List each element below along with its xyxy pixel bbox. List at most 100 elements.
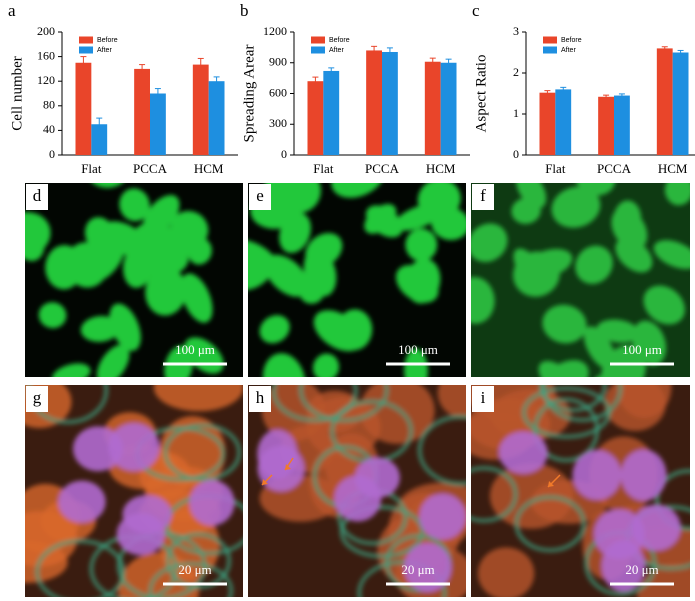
x-tick-label: Flat xyxy=(313,161,334,176)
cell xyxy=(187,237,212,265)
bar xyxy=(539,92,556,155)
scale-bar-label: 20 μm xyxy=(178,562,211,577)
scale-bar-label: 100 μm xyxy=(175,342,215,357)
nucleus xyxy=(620,449,667,501)
membrane xyxy=(298,385,389,423)
x-tick-label: PCCA xyxy=(365,161,400,176)
scale-bar-label: 20 μm xyxy=(625,562,658,577)
y-tick-label: 900 xyxy=(269,55,287,69)
cell xyxy=(471,223,508,263)
micrograph xyxy=(471,183,690,377)
bar xyxy=(440,62,457,155)
cells xyxy=(257,385,466,597)
cell xyxy=(653,240,690,269)
legend-label: Before xyxy=(329,37,350,44)
cell xyxy=(516,183,547,209)
x-tick-label: PCCA xyxy=(597,161,632,176)
y-tick-label: 40 xyxy=(43,122,55,136)
nucleus xyxy=(404,542,452,593)
cell xyxy=(96,344,130,377)
membrane xyxy=(271,385,358,423)
nucleus xyxy=(73,426,123,472)
cytoplasm xyxy=(477,547,535,597)
x-tick-label: PCCA xyxy=(133,161,168,176)
cell xyxy=(262,353,306,377)
legend-swatch xyxy=(79,46,93,54)
panel-label: i xyxy=(481,388,486,407)
cell xyxy=(664,183,690,206)
cell xyxy=(312,353,340,377)
membrane xyxy=(357,560,447,597)
y-tick-label: 120 xyxy=(37,73,55,87)
cell xyxy=(164,345,193,377)
cells xyxy=(25,183,224,377)
cytoplasm xyxy=(359,385,435,444)
legend-swatch xyxy=(79,36,93,44)
cell xyxy=(142,194,180,236)
cytoplasm xyxy=(153,385,243,412)
cell xyxy=(259,315,290,344)
legend-swatch xyxy=(311,36,325,44)
cell xyxy=(45,245,84,290)
bar xyxy=(91,124,108,155)
nucleus xyxy=(601,540,646,592)
micrograph xyxy=(471,385,690,597)
cell xyxy=(471,276,495,324)
panel-label: e xyxy=(256,186,264,205)
bar xyxy=(192,64,209,155)
bar xyxy=(307,81,324,155)
micrograph xyxy=(248,183,466,377)
y-tick-label: 200 xyxy=(37,24,55,38)
membrane xyxy=(417,414,466,486)
cell xyxy=(551,186,601,228)
nucleus xyxy=(189,479,235,526)
arrow-head xyxy=(285,464,291,470)
cell xyxy=(613,200,642,239)
bar xyxy=(555,89,572,155)
legend-label: After xyxy=(329,47,344,54)
cell xyxy=(119,188,150,222)
cell xyxy=(248,254,274,291)
cell xyxy=(596,319,640,343)
cell xyxy=(431,207,466,241)
membrane xyxy=(542,385,623,422)
bar xyxy=(323,70,340,155)
y-tick-label: 80 xyxy=(43,98,55,112)
y-axis-label: Aspect Ratio xyxy=(473,55,489,133)
scale-bar-label: 100 μm xyxy=(398,342,438,357)
x-tick-label: Flat xyxy=(545,161,566,176)
panel-label: d xyxy=(33,186,42,205)
x-tick-label: HCM xyxy=(426,161,456,176)
membrane xyxy=(339,505,425,559)
nucleus xyxy=(334,475,382,522)
y-tick-label: 0 xyxy=(49,147,55,161)
panel-label-box xyxy=(472,184,494,210)
cytoplasm xyxy=(437,385,466,419)
arrow-head xyxy=(548,481,554,487)
bar xyxy=(598,96,614,155)
nucleus xyxy=(631,504,681,551)
nucleus xyxy=(58,480,106,523)
legend-label: After xyxy=(561,47,576,54)
nucleus xyxy=(257,429,298,480)
y-axis-label: Cell number xyxy=(9,56,25,131)
membrane xyxy=(655,468,690,531)
legend-swatch xyxy=(311,46,325,54)
panel-label-box xyxy=(249,386,271,412)
cell xyxy=(643,285,685,325)
y-tick-label: 1 xyxy=(513,106,519,120)
cell xyxy=(405,228,438,262)
arrow-head xyxy=(262,479,268,485)
scale-bar-label: 100 μm xyxy=(622,342,662,357)
panel-label-box xyxy=(26,184,48,210)
cell xyxy=(145,249,189,278)
bar xyxy=(614,95,630,155)
panel-label-box xyxy=(249,184,271,210)
cells xyxy=(471,385,690,597)
nucleus xyxy=(572,449,622,500)
nucleus xyxy=(122,495,172,534)
cell xyxy=(538,360,579,377)
bar xyxy=(366,50,382,156)
cells xyxy=(25,385,243,597)
